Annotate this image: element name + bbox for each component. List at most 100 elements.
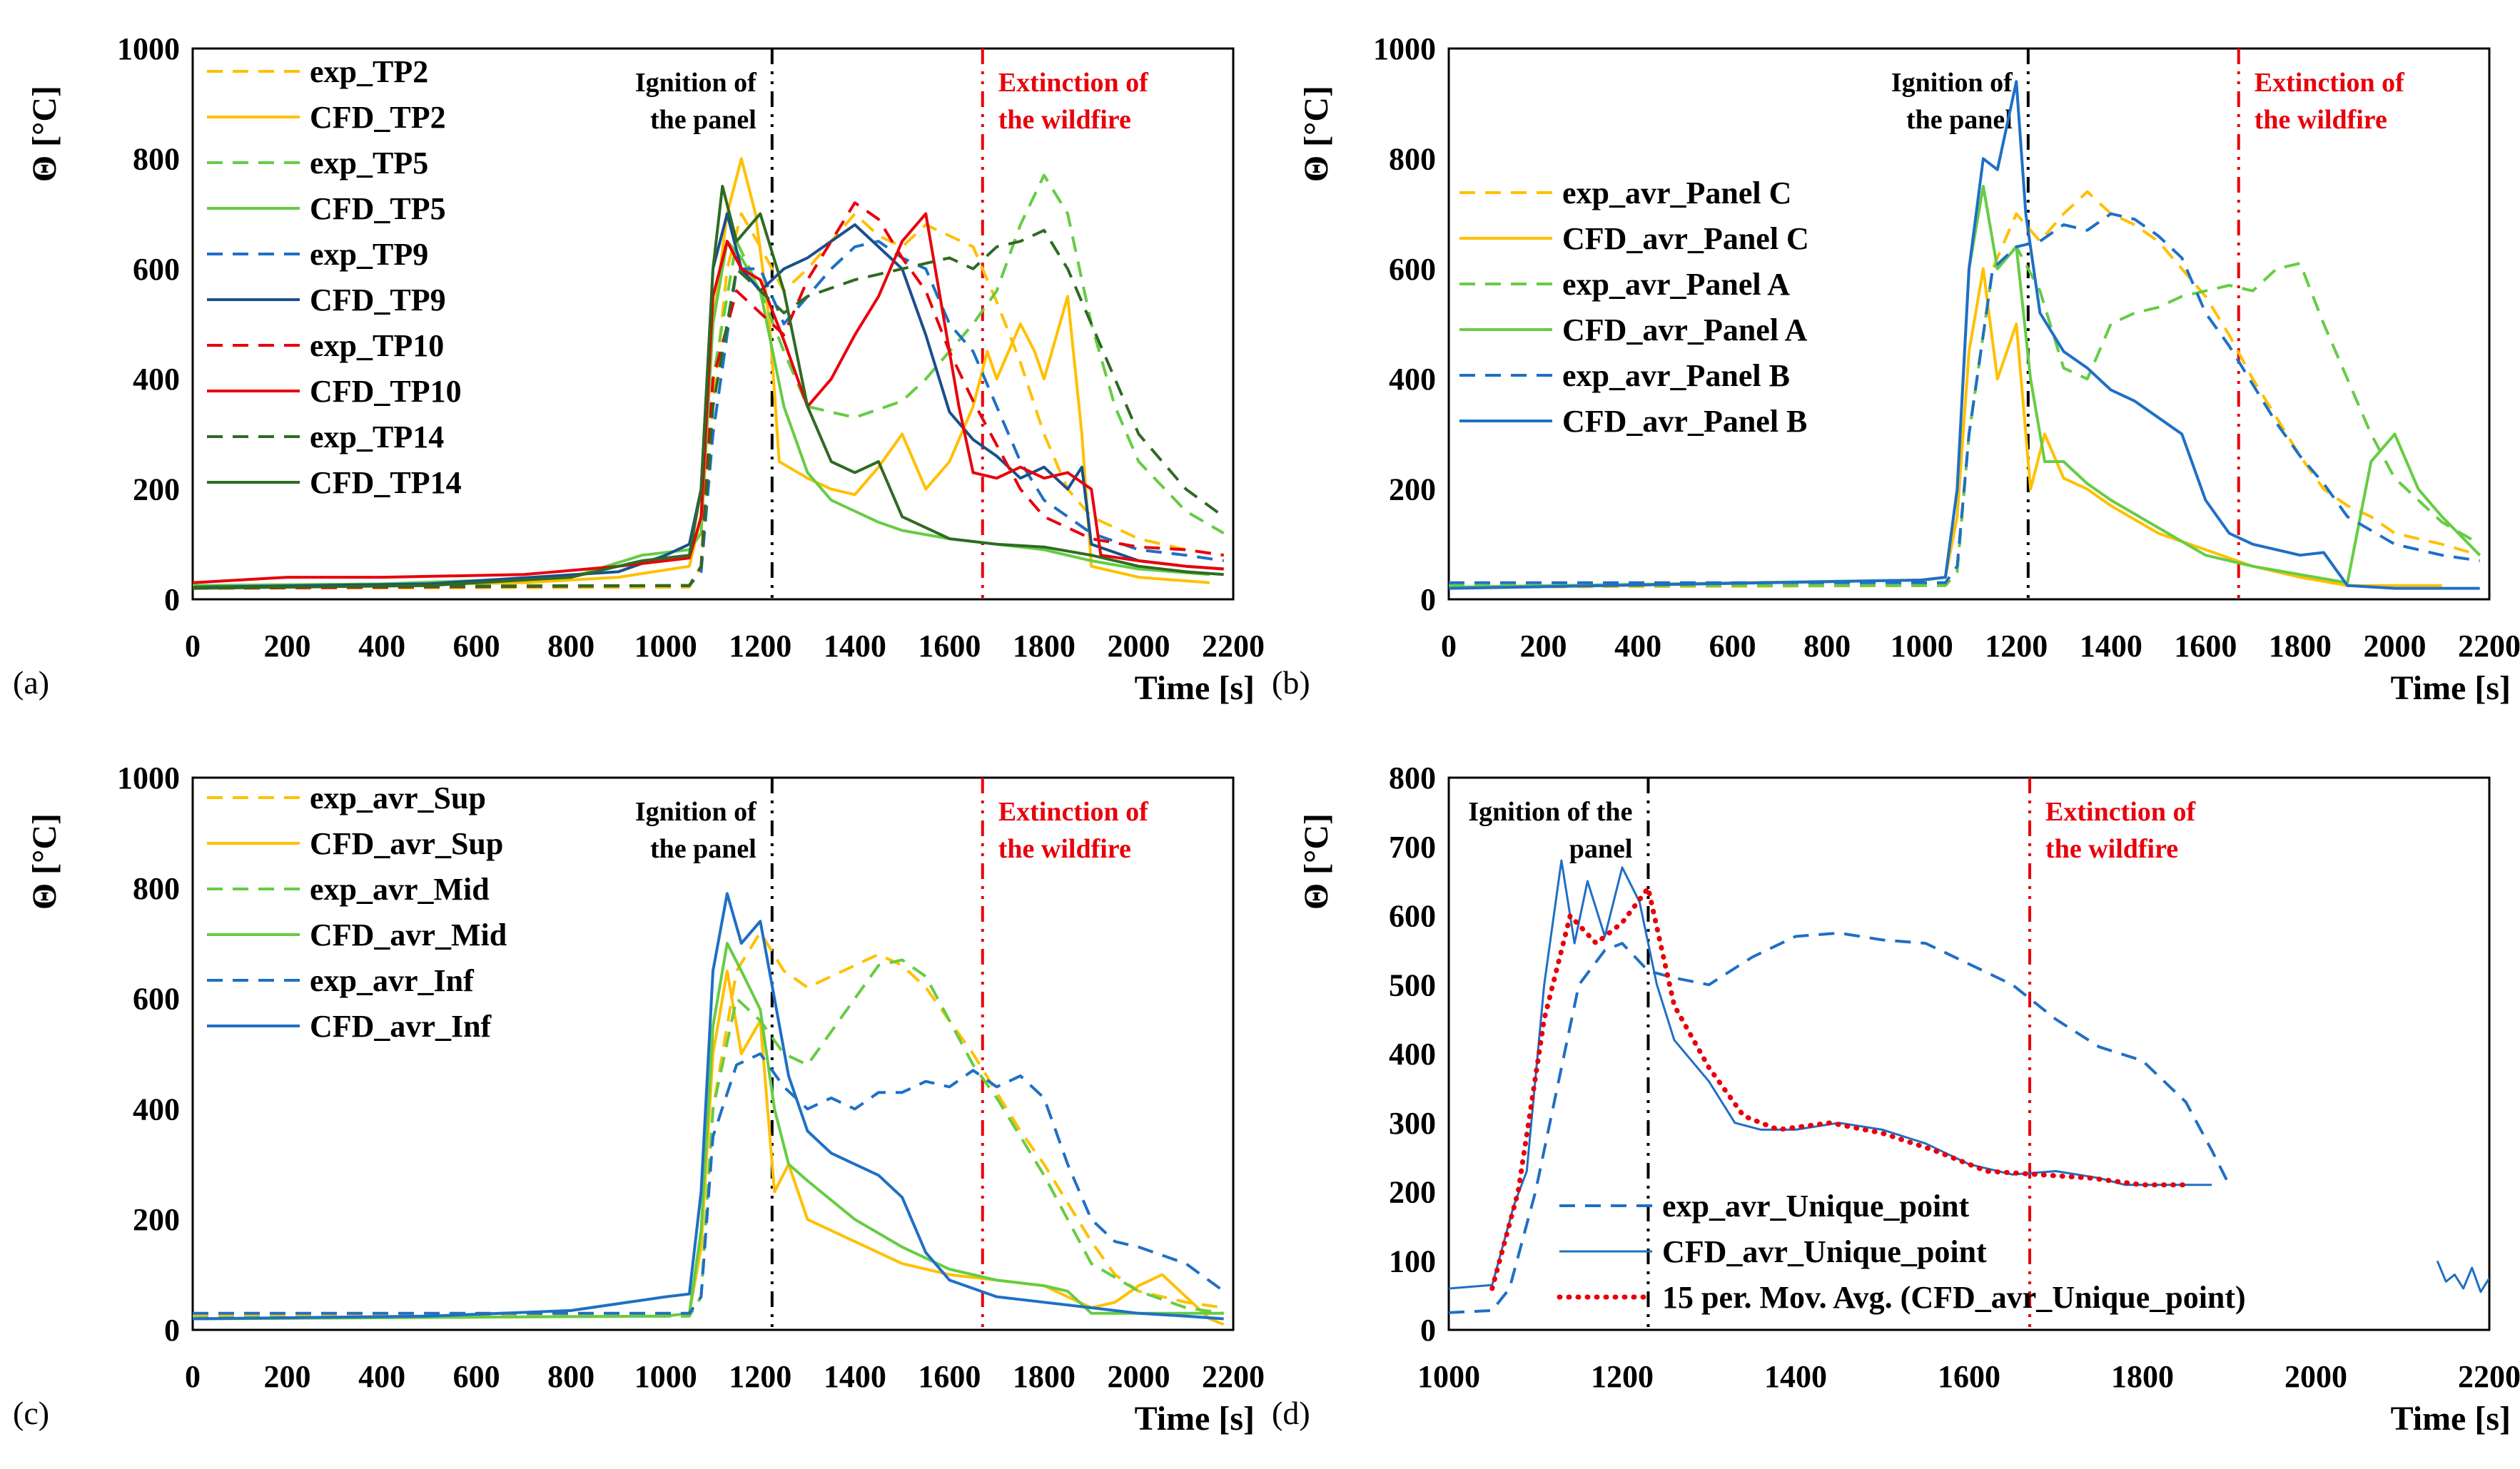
legend-entry: CFD_TP2 — [310, 100, 446, 135]
x-tick-label: 0 — [1441, 629, 1457, 664]
x-tick-label: 200 — [264, 1359, 311, 1394]
legend-entry: 15 per. Mov. Avg. (CFD_avr_Unique_point) — [1662, 1280, 2246, 1315]
series-line — [193, 185, 1224, 590]
legend-entry: CFD_TP10 — [310, 374, 462, 409]
x-axis-label: Time [s] — [2391, 669, 2511, 707]
legend-entry: exp_avr_Panel B — [1562, 358, 1790, 393]
y-tick-label: 800 — [1389, 141, 1436, 176]
reference-annotation: the wildfire — [2255, 105, 2387, 135]
x-axis-label: Time [s] — [2391, 1400, 2511, 1438]
reference-annotation: the wildfire — [998, 105, 1131, 135]
x-tick-label: 800 — [547, 629, 594, 664]
y-tick-label: 300 — [1389, 1106, 1436, 1141]
y-tick-label: 1000 — [1373, 31, 1436, 66]
panel-label: (b) — [1272, 664, 1310, 701]
legend-entry: exp_avr_Mid — [310, 872, 490, 907]
x-tick-label: 2000 — [2284, 1359, 2347, 1394]
x-tick-label: 800 — [1803, 629, 1851, 664]
panel-label: (d) — [1272, 1395, 1310, 1431]
x-tick-label: 1600 — [2174, 629, 2237, 664]
reference-annotation: Ignition of — [1891, 68, 2013, 98]
y-tick-label: 200 — [133, 1202, 180, 1237]
x-tick-label: 600 — [453, 629, 500, 664]
series-line — [193, 212, 1224, 584]
reference-annotation: the panel — [650, 834, 756, 864]
series-line — [2436, 1260, 2489, 1293]
x-tick-label: 1400 — [824, 1359, 886, 1394]
x-axis-label: Time [s] — [1135, 1400, 1255, 1438]
legend-entry: exp_TP2 — [310, 54, 428, 89]
reference-annotation: the wildfire — [2045, 834, 2178, 864]
legend-entry: CFD_avr_Unique_point — [1662, 1234, 1987, 1269]
series-group — [1449, 859, 2489, 1314]
reference-annotation: Extinction of — [2255, 68, 2405, 98]
y-tick-label: 400 — [133, 1092, 180, 1127]
legend-entry: CFD_TP9 — [310, 283, 446, 317]
legend-entry: CFD_avr_Panel A — [1562, 312, 1808, 347]
x-tick-label: 1000 — [634, 629, 697, 664]
x-tick-label: 1200 — [1591, 1359, 1654, 1394]
series-line — [1449, 80, 2480, 590]
y-axis-label: Θ [°C] — [26, 86, 64, 182]
series-line — [1449, 931, 2231, 1314]
x-tick-label: 1600 — [918, 629, 981, 664]
series-line — [193, 173, 1225, 587]
series-line — [193, 969, 1225, 1326]
x-tick-label: 2000 — [1107, 1359, 1170, 1394]
legend-entry: exp_TP5 — [310, 146, 428, 181]
reference-annotation: the wildfire — [998, 834, 1131, 864]
legend-entry: CFD_avr_Panel C — [1562, 221, 1809, 256]
y-tick-label: 400 — [1389, 1037, 1436, 1072]
chart-panel-a: 0 200 400 600 800 1000 0 200 400 600 800 1000 1200 14… — [13, 31, 1265, 707]
y-tick-label: 0 — [164, 582, 180, 617]
x-tick-label: 1800 — [2269, 629, 2332, 664]
reference-annotation: Extinction of — [998, 797, 1149, 827]
x-tick-label: 1200 — [1985, 629, 2048, 664]
series-line — [1449, 859, 2212, 1290]
y-tick-label: 600 — [1389, 252, 1436, 287]
series-line — [1489, 885, 2189, 1291]
x-tick-label: 200 — [1520, 629, 1567, 664]
series-group — [1449, 80, 2481, 590]
panel-label: (c) — [13, 1395, 49, 1431]
legend-entry: exp_TP14 — [310, 420, 444, 454]
chart-panel-d: 0 100 200 300 400 500 600 700 800 1000 1200 1400 160… — [1272, 761, 2520, 1438]
reference-annotation: the panel — [1906, 105, 2013, 135]
y-tick-label: 0 — [164, 1313, 180, 1348]
x-tick-label: 2200 — [1202, 1359, 1265, 1394]
x-tick-label: 2000 — [1107, 629, 1170, 664]
series-line — [193, 958, 1224, 1319]
plot-frame — [1447, 47, 2491, 601]
legend-entry: exp_avr_Unique_point — [1662, 1189, 1970, 1224]
x-tick-label: 1400 — [824, 629, 886, 664]
legend-entry: exp_avr_Panel C — [1562, 176, 1791, 210]
y-tick-label: 100 — [1389, 1244, 1436, 1279]
x-tick-label: 1200 — [729, 1359, 791, 1394]
y-axis-label: Θ [°C] — [1297, 86, 1335, 182]
reference-annotation: Ignition of — [635, 68, 757, 98]
plot-frame — [191, 776, 1235, 1331]
x-tick-label: 1000 — [634, 1359, 697, 1394]
series-line — [193, 892, 1224, 1321]
y-tick-label: 200 — [133, 472, 180, 507]
series-line — [193, 1052, 1225, 1315]
x-tick-label: 1200 — [729, 629, 791, 664]
legend-entry: CFD_avr_Mid — [310, 918, 507, 952]
y-tick-label: 400 — [1389, 362, 1436, 397]
y-tick-label: 0 — [1420, 582, 1436, 617]
legend-entry: CFD_TP14 — [310, 465, 462, 500]
y-tick-label: 1000 — [117, 761, 180, 796]
chart-panel-b: 0 200 400 600 800 1000 0 200 400 600 800 1000 1200 14… — [1272, 31, 2520, 707]
chart-panel-c: 0 200 400 600 800 1000 0 200 400 600 800 1000 1200 14… — [13, 761, 1265, 1438]
series-line — [1449, 245, 2481, 587]
x-tick-label: 600 — [453, 1359, 500, 1394]
legend-entry: CFD_avr_Inf — [310, 1009, 492, 1044]
y-tick-label: 600 — [133, 252, 180, 287]
x-tick-label: 1000 — [1891, 629, 1953, 664]
y-tick-label: 0 — [1420, 1313, 1436, 1348]
x-tick-label: 1800 — [1013, 1359, 1076, 1394]
y-tick-label: 800 — [133, 871, 180, 906]
reference-annotation: panel — [1569, 834, 1633, 864]
